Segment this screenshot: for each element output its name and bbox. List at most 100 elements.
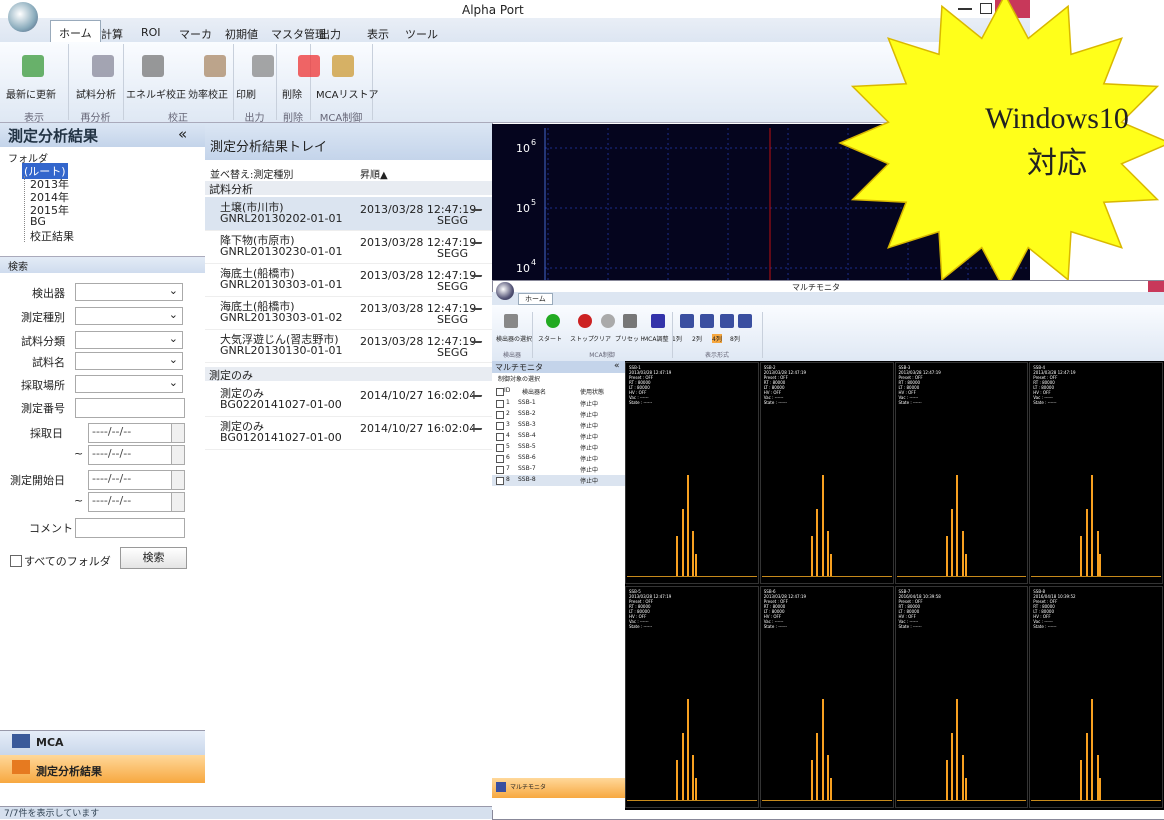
dropdown[interactable]: ⌄ [75, 352, 183, 370]
sort-order[interactable]: 昇順▲ [360, 170, 388, 181]
calendar-button[interactable] [171, 492, 185, 512]
tray-item[interactable] [205, 230, 492, 264]
mm-check[interactable] [496, 400, 504, 408]
mm-check[interactable] [496, 433, 504, 441]
text-input[interactable] [75, 518, 185, 538]
tree-item[interactable]: 2013年 [30, 178, 69, 191]
spectrum-spike [821, 475, 824, 576]
mm-row[interactable] [492, 398, 625, 409]
ribbon-tab[interactable]: 計算 [101, 28, 123, 41]
mm-row[interactable] [492, 453, 625, 464]
mm-button[interactable]: 2列 [692, 336, 702, 343]
checkbox[interactable] [10, 555, 22, 567]
ribbon-tab[interactable]: マスタ管理 [271, 28, 326, 41]
mm-button[interactable]: MCA調整 [643, 336, 669, 343]
mm-tab[interactable]: ホーム [518, 293, 553, 305]
spectrum-spike [1096, 531, 1099, 576]
tree-item[interactable]: (ルート) [22, 163, 68, 179]
dropdown[interactable]: ⌄ [75, 307, 183, 325]
search-button[interactable]: 検索 [120, 547, 187, 569]
tree-item[interactable]: BG [30, 215, 46, 228]
monitor-field: HV : OFF [898, 614, 916, 619]
minimize[interactable] [958, 2, 972, 10]
mm-button[interactable]: 4列 [712, 334, 722, 343]
ribbon-tab[interactable]: マーカ [179, 28, 212, 41]
collapse-button[interactable]: « [178, 125, 188, 143]
calendar-button[interactable] [171, 423, 185, 443]
calendar-button[interactable] [171, 470, 185, 490]
mm-check[interactable] [496, 422, 504, 430]
mm-check[interactable] [496, 466, 504, 474]
mm-row[interactable] [492, 475, 625, 486]
mm-button-icon [680, 314, 694, 328]
ribbon-button[interactable]: エネルギ校正 [126, 90, 186, 101]
ribbon-tab[interactable]: 出力 [319, 28, 341, 41]
mm-cell: SSB-2 [518, 410, 536, 417]
calendar-button[interactable] [171, 445, 185, 465]
mm-title: マルチモニタ [792, 283, 840, 292]
ribbon-tab[interactable]: ホーム [50, 20, 101, 45]
tree-item[interactable]: 校正結果 [30, 230, 74, 243]
ribbon-tab[interactable]: 初期値 [225, 28, 258, 41]
mm-row[interactable] [492, 442, 625, 453]
tray-item[interactable] [205, 383, 492, 417]
mm-nav[interactable] [492, 778, 625, 798]
mm-row[interactable] [492, 464, 625, 475]
tree-item[interactable]: 2015年 [30, 204, 69, 217]
nav-item[interactable] [0, 730, 205, 755]
ribbon-group [123, 44, 234, 120]
ribbon-button[interactable]: 印刷 [236, 90, 256, 101]
mm-button[interactable]: ストップ [570, 336, 595, 343]
mm-button[interactable]: 1列 [672, 336, 682, 343]
tray-item[interactable] [205, 197, 492, 231]
restore[interactable] [980, 3, 992, 14]
item-date: 2014/10/27 16:02:04 [360, 389, 477, 402]
ribbon-group [276, 44, 311, 120]
range-separator: ~ [74, 447, 84, 460]
mm-close[interactable] [1148, 281, 1164, 292]
ribbon-icon [332, 55, 354, 77]
ribbon-tab[interactable]: 表示 [367, 28, 389, 41]
mm-check[interactable] [496, 444, 504, 452]
ribbon-tab[interactable]: ROI [141, 26, 161, 39]
tray-item[interactable] [205, 296, 492, 330]
ribbon-button[interactable]: 最新に更新 [6, 90, 56, 101]
spectrum-spike [676, 759, 679, 800]
mm-collapse[interactable]: « [614, 361, 620, 371]
tray-title: 測定分析結果トレイ [210, 140, 328, 155]
mm-row[interactable] [492, 420, 625, 431]
monitor-field: HV : OFF [629, 614, 647, 619]
mm-button[interactable]: スタート [538, 336, 563, 343]
text-input[interactable] [75, 398, 185, 418]
mm-row[interactable] [492, 431, 625, 442]
tray-item[interactable] [205, 416, 492, 450]
tree-item[interactable]: 2014年 [30, 191, 69, 204]
tray-item[interactable] [205, 329, 492, 363]
dropdown[interactable]: ⌄ [75, 283, 183, 301]
spectrum-spike [1085, 508, 1088, 576]
mm-button[interactable]: 検出器の選択 [496, 336, 533, 343]
dropdown[interactable]: ⌄ [75, 331, 183, 349]
ribbon-button[interactable]: 削除 [282, 90, 302, 101]
ribbon-button[interactable]: 試料分析 [76, 90, 116, 101]
mm-button[interactable]: プリセット [615, 336, 646, 343]
ribbon-icon [142, 55, 164, 77]
mm-left-panel [492, 361, 626, 810]
dropdown[interactable]: ⌄ [75, 375, 183, 393]
mm-button[interactable]: クリア [593, 336, 612, 343]
nav-item-selected[interactable] [0, 755, 205, 783]
mm-check[interactable] [496, 388, 504, 396]
tray-item[interactable] [205, 263, 492, 297]
mm-check[interactable] [496, 411, 504, 419]
monitor-panel [759, 586, 894, 808]
mm-check[interactable] [496, 477, 504, 485]
mm-cell: 停止中 [580, 478, 599, 485]
ribbon-button[interactable]: 効率校正 [188, 90, 228, 101]
ribbon-button[interactable]: MCAリストア [316, 90, 379, 101]
mm-check[interactable] [496, 455, 504, 463]
mm-button[interactable]: 8列 [730, 336, 740, 343]
mm-row[interactable] [492, 409, 625, 420]
ribbon-tab[interactable]: ツール [405, 28, 438, 41]
spectrum-spike [1080, 535, 1083, 576]
